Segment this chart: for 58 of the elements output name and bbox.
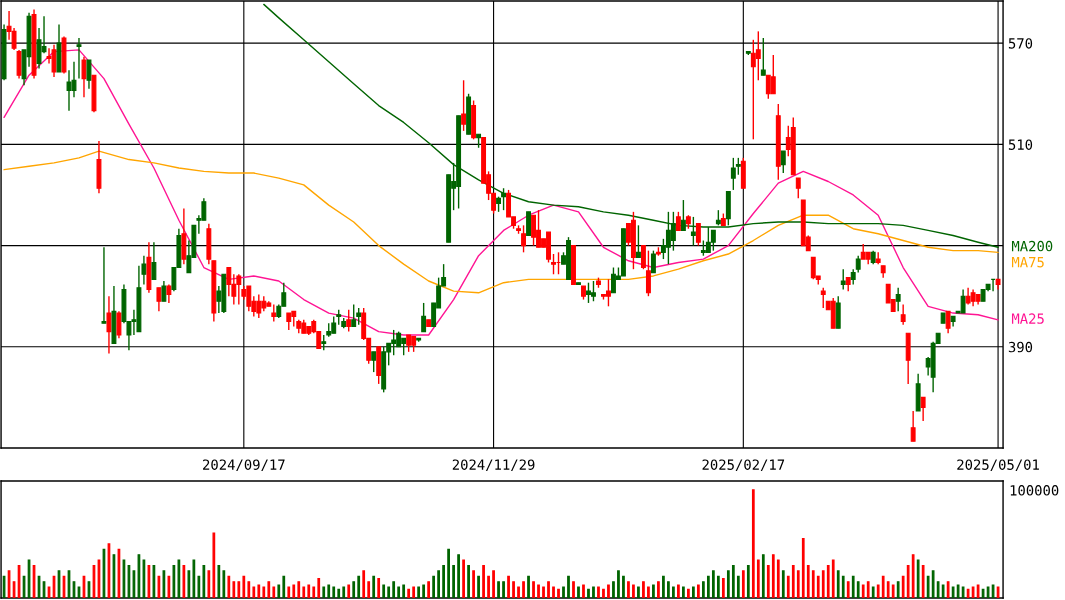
candlestick <box>226 266 232 297</box>
series-label: MA25 <box>1011 313 1044 324</box>
candlestick <box>910 410 916 442</box>
candlestick <box>101 246 107 324</box>
x-tick-label: 2024/11/29 <box>452 459 535 472</box>
candlestick <box>780 150 786 174</box>
candlestick <box>695 222 701 247</box>
y-tick-label: 510 <box>1008 139 1033 150</box>
candlestick <box>461 79 467 132</box>
candlestick <box>76 37 82 80</box>
candlestick <box>151 241 157 281</box>
x-tick-label: 2024/09/17 <box>203 459 285 472</box>
candlestick <box>820 287 826 309</box>
candlestick <box>680 199 686 232</box>
series-label: MA200 <box>1011 240 1053 252</box>
y-tick-label: 570 <box>1008 38 1033 49</box>
candlestick <box>840 268 846 291</box>
candlestick <box>166 283 172 304</box>
candlestick <box>770 54 776 95</box>
candlestick <box>81 55 87 98</box>
candlestick <box>371 351 377 373</box>
candlestick <box>920 396 926 422</box>
line-series <box>3 49 999 336</box>
candlestick <box>116 310 122 340</box>
x-tick-label: 2025/02/17 <box>702 459 785 472</box>
candlestick <box>501 187 507 211</box>
candlestick <box>551 253 556 275</box>
candlestick <box>795 177 801 200</box>
candlestick <box>900 303 906 326</box>
candlestick <box>141 255 147 286</box>
candlestick <box>645 249 651 297</box>
candlestick <box>760 37 766 76</box>
candlestick <box>11 27 17 51</box>
series-label: MA75 <box>1011 257 1044 268</box>
y-tick-label: 390 <box>1008 341 1033 353</box>
candlestick <box>161 280 167 302</box>
candlestick <box>106 295 112 355</box>
candlestick <box>945 310 951 334</box>
line-series <box>3 150 999 294</box>
candlestick <box>421 302 427 333</box>
candlestick <box>960 288 966 314</box>
candlestick <box>16 49 22 80</box>
candlestick <box>650 249 656 274</box>
candlestick <box>635 224 641 259</box>
candlestick <box>346 308 352 333</box>
text: 100000 <box>1010 485 1059 496</box>
candlestick <box>755 30 761 81</box>
candlestick <box>675 211 681 232</box>
candlestick <box>710 229 716 252</box>
candlestick <box>86 59 92 90</box>
candlestick <box>640 244 646 270</box>
candlestick <box>730 157 736 191</box>
candlestick <box>156 287 162 313</box>
candlestick <box>526 211 531 237</box>
candlestick <box>351 303 357 328</box>
x-tick-label: 2025/05/01 <box>957 459 1039 472</box>
candlestick <box>521 224 526 254</box>
candlestick <box>895 287 901 313</box>
